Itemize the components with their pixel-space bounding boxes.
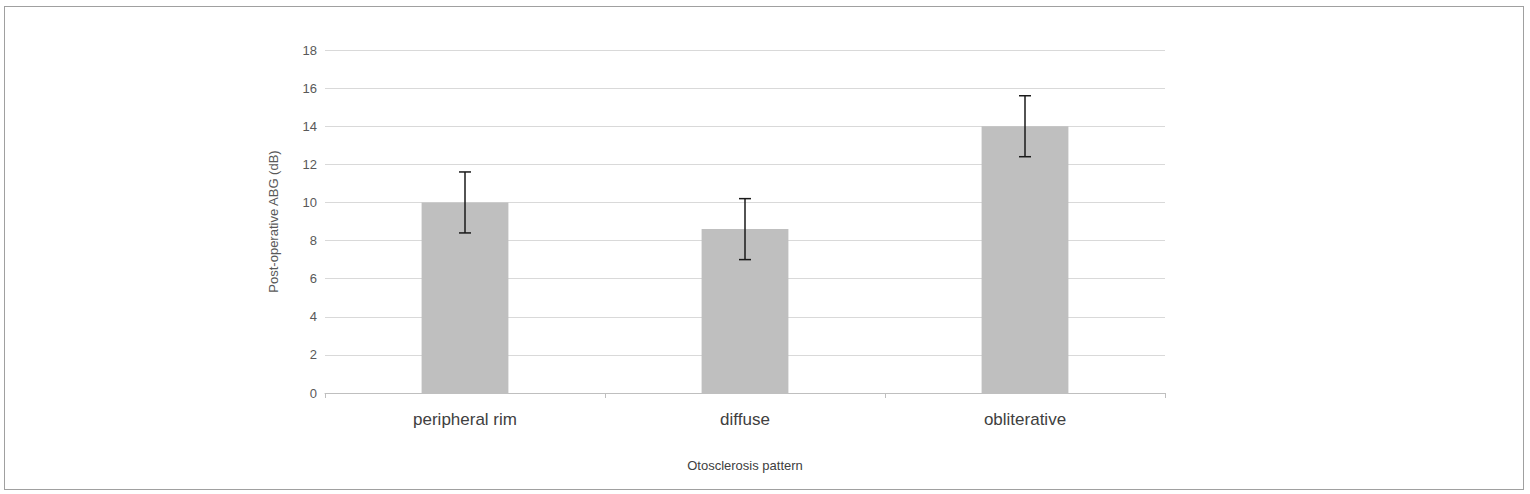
- svg-text:diffuse: diffuse: [720, 410, 770, 429]
- svg-text:6: 6: [310, 271, 317, 286]
- svg-text:Post-operative ABG (dB): Post-operative ABG (dB): [266, 150, 281, 292]
- svg-text:4: 4: [310, 309, 317, 324]
- svg-text:0: 0: [310, 386, 317, 401]
- svg-text:Otosclerosis pattern: Otosclerosis pattern: [687, 458, 803, 473]
- svg-text:10: 10: [303, 195, 317, 210]
- svg-text:12: 12: [303, 157, 317, 172]
- svg-text:18: 18: [303, 43, 317, 58]
- svg-text:peripheral rim: peripheral rim: [413, 410, 517, 429]
- svg-text:2: 2: [310, 347, 317, 362]
- svg-text:16: 16: [303, 81, 317, 96]
- svg-text:8: 8: [310, 233, 317, 248]
- svg-text:14: 14: [303, 119, 317, 134]
- svg-text:obliterative: obliterative: [984, 410, 1066, 429]
